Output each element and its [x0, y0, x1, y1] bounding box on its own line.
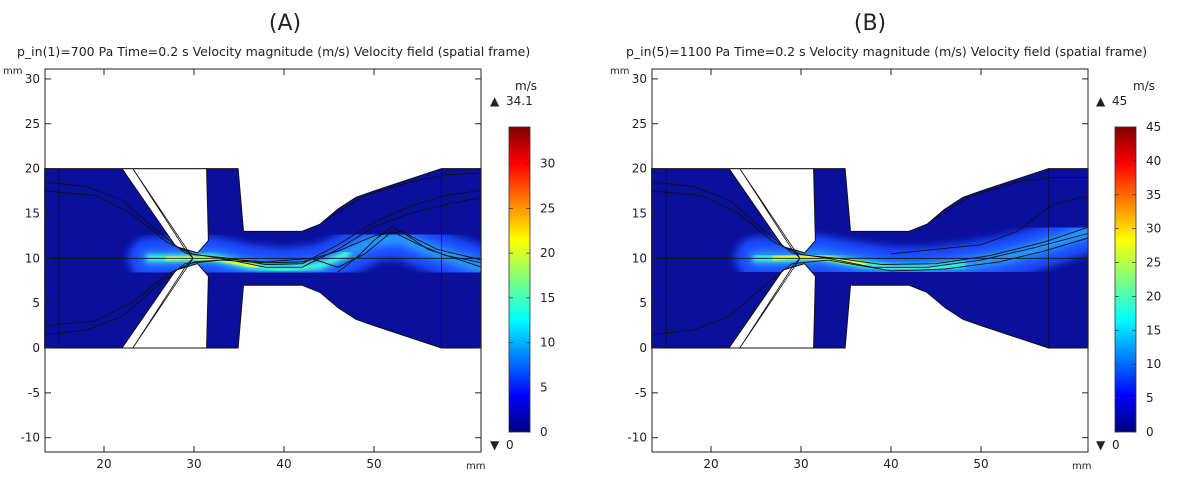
colorbar-tick-label: 5 — [1146, 391, 1154, 405]
colorbar-tick-label: 0 — [1146, 425, 1154, 439]
valve-flap-bottom — [121, 263, 209, 348]
colorbar-min-marker: ▼ — [1096, 438, 1106, 452]
panel-a: (A) p_in(1)=700 Pa Time=0.2 s Velocity m… — [3, 11, 555, 472]
y-tick-label: -5 — [635, 386, 647, 400]
y-tick-label: 25 — [25, 117, 40, 131]
colorbar-tick-label: 20 — [1146, 289, 1161, 303]
y-tick-label: 20 — [25, 162, 40, 176]
colorbar-tick-label: 25 — [540, 201, 555, 215]
streamline — [44, 230, 482, 327]
valve-flap-top — [121, 168, 209, 254]
colorbar-max-label: 45 — [1112, 94, 1127, 108]
valve-flap-top — [728, 168, 816, 254]
x-axis-unit: mm — [1072, 461, 1091, 472]
colorbar — [1114, 126, 1137, 433]
x-tick-label: 40 — [883, 457, 898, 471]
colorbar-max-marker: ▲ — [490, 94, 500, 108]
panel-label: (A) — [269, 11, 301, 36]
colorbar-tick-label: 0 — [540, 425, 548, 439]
colorbar-tick-label: 15 — [540, 291, 555, 305]
y-axis-unit: mm — [3, 66, 22, 77]
y-tick-label: 10 — [632, 251, 647, 265]
x-tick-label: 20 — [703, 457, 718, 471]
x-tick-label: 50 — [366, 457, 381, 471]
y-tick-label: 0 — [32, 341, 40, 355]
y-tick-label: -10 — [20, 431, 40, 445]
colorbar-tick-label: 30 — [540, 157, 555, 171]
y-tick-label: 0 — [639, 341, 647, 355]
colorbar-max-label: 34.1 — [506, 94, 533, 108]
y-tick-label: 30 — [25, 72, 40, 86]
flap-inner-line — [132, 168, 194, 259]
y-axis-unit: mm — [610, 66, 629, 77]
plot-title: p_in(5)=1100 Pa Time=0.2 s Velocity magn… — [626, 44, 1147, 59]
y-tick-label: 25 — [632, 117, 647, 131]
flap-inner-line — [739, 258, 801, 348]
colorbar-tick-label: 5 — [540, 380, 548, 394]
panel-b: (B) p_in(5)=1100 Pa Time=0.2 s Velocity … — [610, 11, 1161, 472]
valve-flap-bottom — [728, 263, 816, 348]
x-axis-unit: mm — [466, 461, 485, 472]
colorbar-max-marker: ▲ — [1096, 94, 1106, 108]
colorbar-tick-label: 45 — [1146, 120, 1161, 134]
x-tick-label: 30 — [186, 457, 201, 471]
x-tick-label: 50 — [973, 457, 988, 471]
colorbar-min-label: 0 — [506, 438, 514, 452]
colorbar-tick-label: 10 — [1146, 357, 1161, 371]
colorbar-tick-label: 10 — [540, 336, 555, 350]
colorbar-unit: m/s — [515, 79, 537, 93]
x-tick-label: 40 — [276, 457, 291, 471]
y-tick-label: 30 — [632, 72, 647, 86]
colorbar-tick-label: 30 — [1146, 222, 1161, 236]
x-tick-label: 20 — [96, 457, 111, 471]
y-tick-label: 10 — [25, 251, 40, 265]
x-tick-label: 30 — [793, 457, 808, 471]
colorbar-min-label: 0 — [1112, 438, 1120, 452]
axes-frame — [44, 68, 482, 453]
colorbar-tick-label: 15 — [1146, 323, 1161, 337]
flap-inner-line — [132, 258, 194, 348]
y-tick-label: -10 — [627, 431, 647, 445]
flap-inner-line — [739, 168, 801, 259]
y-tick-label: 15 — [25, 206, 40, 220]
y-tick-label: 15 — [632, 206, 647, 220]
streamline — [44, 189, 482, 266]
y-tick-label: 5 — [639, 296, 647, 310]
y-tick-label: 20 — [632, 162, 647, 176]
panel-label: (B) — [854, 11, 886, 36]
axes-frame — [651, 68, 1089, 453]
colorbar-min-marker: ▼ — [490, 438, 500, 452]
colorbar-tick-label: 40 — [1146, 154, 1161, 168]
streamline — [890, 195, 1089, 255]
colorbar-tick-label: 20 — [540, 246, 555, 260]
colorbar-tick-label: 35 — [1146, 188, 1161, 202]
colorbar — [508, 126, 531, 433]
colorbar-tick-label: 25 — [1146, 256, 1161, 270]
colorbar-unit: m/s — [1133, 79, 1155, 93]
velocity-field — [651, 168, 1089, 348]
velocity-field — [44, 168, 482, 348]
streamline — [44, 181, 482, 268]
y-tick-label: -5 — [28, 386, 40, 400]
y-tick-label: 5 — [32, 296, 40, 310]
plot-title: p_in(1)=700 Pa Time=0.2 s Velocity magni… — [17, 44, 530, 59]
